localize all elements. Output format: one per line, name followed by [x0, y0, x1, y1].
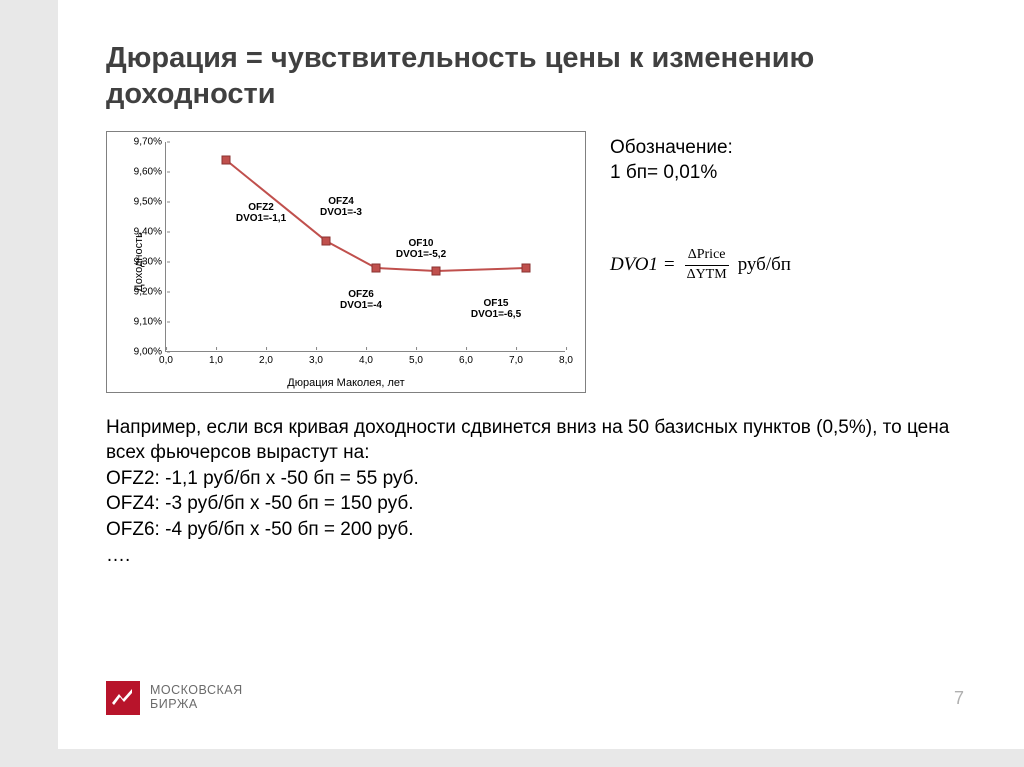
moex-logo-icon	[106, 681, 140, 715]
chart-x-tick: 5,0	[409, 351, 423, 366]
chart-data-point	[222, 155, 231, 164]
formula-lhs: DVO1 =	[610, 252, 676, 278]
chart-y-tick: 9,60%	[134, 166, 166, 177]
chart-y-tick: 9,50%	[134, 196, 166, 207]
yield-duration-chart: Доходность 9,00%9,10%9,20%9,30%9,40%9,50…	[106, 131, 586, 393]
chart-line-segment	[225, 159, 326, 242]
dvo1-formula: DVO1 = ΔPrice ΔYTM руб/бп	[610, 246, 791, 285]
example-line-1: OFZ2: -1,1 руб/бп x -50 бп = 55 руб.	[106, 466, 976, 492]
notation-label-2: 1 бп= 0,01%	[610, 160, 791, 186]
formula-denominator: ΔYTM	[684, 266, 730, 285]
chart-x-axis-label: Дюрация Маколея, лет	[287, 377, 404, 389]
slide-title: Дюрация = чувствительность цены к измене…	[106, 40, 976, 113]
formula-numerator: ΔPrice	[685, 246, 729, 266]
page-number: 7	[954, 688, 964, 709]
chart-y-tick: 9,70%	[134, 136, 166, 147]
formula-unit: руб/бп	[738, 252, 791, 278]
example-paragraph: Например, если вся кривая доходности сдв…	[106, 415, 976, 569]
chart-line-segment	[376, 267, 436, 272]
chart-x-tick: 4,0	[359, 351, 373, 366]
chart-x-tick: 1,0	[209, 351, 223, 366]
chart-y-tick: 9,10%	[134, 316, 166, 327]
example-line-3: OFZ6: -4 руб/бп x -50 бп = 200 руб.	[106, 517, 976, 543]
slide: Дюрация = чувствительность цены к измене…	[58, 0, 1024, 749]
chart-x-tick: 6,0	[459, 351, 473, 366]
notation-label-1: Обозначение:	[610, 135, 791, 161]
chart-x-tick: 0,0	[159, 351, 173, 366]
chart-plot-area: 9,00%9,10%9,20%9,30%9,40%9,50%9,60%9,70%…	[165, 142, 565, 352]
chart-data-point	[522, 263, 531, 272]
moex-logo-text: МОСКОВСКАЯ БИРЖА	[150, 684, 243, 712]
chart-point-label: OF15DVO1=-6,5	[471, 298, 521, 321]
chart-point-label: OFZ2DVO1=-1,1	[236, 202, 286, 225]
chart-data-point	[322, 236, 331, 245]
chart-data-point	[372, 263, 381, 272]
formula-fraction: ΔPrice ΔYTM	[684, 246, 730, 285]
chart-x-tick: 7,0	[509, 351, 523, 366]
content-row: Доходность 9,00%9,10%9,20%9,30%9,40%9,50…	[106, 131, 976, 393]
example-intro: Например, если вся кривая доходности сдв…	[106, 415, 976, 466]
chart-data-point	[432, 266, 441, 275]
footer: МОСКОВСКАЯ БИРЖА	[106, 681, 243, 715]
chart-x-tick: 8,0	[559, 351, 573, 366]
chart-point-label: OFZ6DVO1=-4	[340, 289, 382, 312]
example-line-2: OFZ4: -3 руб/бп x -50 бп = 150 руб.	[106, 491, 976, 517]
side-panel: Обозначение: 1 бп= 0,01% DVO1 = ΔPrice Δ…	[610, 131, 791, 285]
chart-y-tick: 9,40%	[134, 226, 166, 237]
brand-line-2: БИРЖА	[150, 698, 243, 712]
chart-point-label: OFZ4DVO1=-3	[320, 196, 362, 219]
chart-y-tick: 9,30%	[134, 256, 166, 267]
chart-x-tick: 3,0	[309, 351, 323, 366]
brand-line-1: МОСКОВСКАЯ	[150, 684, 243, 698]
chart-line-segment	[326, 240, 377, 269]
chart-x-tick: 2,0	[259, 351, 273, 366]
chart-line-segment	[436, 267, 526, 272]
chart-point-label: OF10DVO1=-5,2	[396, 238, 446, 261]
example-line-4: ….	[106, 543, 976, 569]
chart-y-tick: 9,20%	[134, 286, 166, 297]
